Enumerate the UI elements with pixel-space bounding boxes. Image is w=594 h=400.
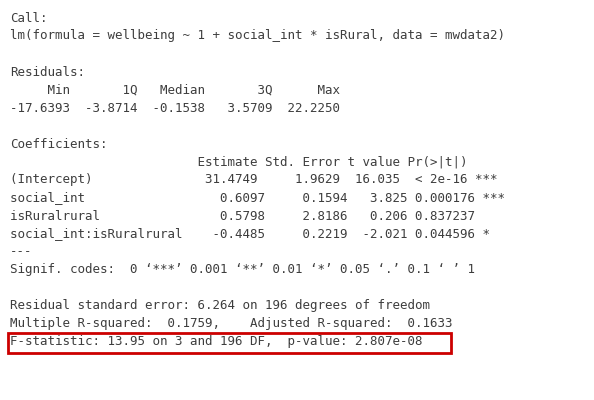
Text: (Intercept)               31.4749     1.9629  16.035  < 2e-16 ***: (Intercept) 31.4749 1.9629 16.035 < 2e-1… xyxy=(10,174,498,186)
Text: Signif. codes:  0 ‘***’ 0.001 ‘**’ 0.01 ‘*’ 0.05 ‘.’ 0.1 ‘ ’ 1: Signif. codes: 0 ‘***’ 0.001 ‘**’ 0.01 ‘… xyxy=(10,264,475,276)
Text: social_int:isRuralrural    -0.4485     0.2219  -2.021 0.044596 *: social_int:isRuralrural -0.4485 0.2219 -… xyxy=(10,228,505,240)
Text: ---: --- xyxy=(10,246,33,258)
Text: Residuals:: Residuals: xyxy=(10,66,85,78)
Text: -17.6393  -3.8714  -0.1538   3.5709  22.2250: -17.6393 -3.8714 -0.1538 3.5709 22.2250 xyxy=(10,102,340,114)
Text: Coefficients:: Coefficients: xyxy=(10,138,108,150)
Text: Estimate Std. Error t value Pr(>|t|): Estimate Std. Error t value Pr(>|t|) xyxy=(10,156,498,168)
Text: Call:: Call: xyxy=(10,12,48,24)
Text: F-statistic: 13.95 on 3 and 196 DF,  p-value: 2.807e-08: F-statistic: 13.95 on 3 and 196 DF, p-va… xyxy=(10,336,422,348)
Text: isRuralrural                0.5798     2.8186   0.206 0.837237: isRuralrural 0.5798 2.8186 0.206 0.83723… xyxy=(10,210,505,222)
Bar xyxy=(8,333,450,353)
Text: Min       1Q   Median       3Q      Max: Min 1Q Median 3Q Max xyxy=(10,84,340,96)
Text: Multiple R-squared:  0.1759,    Adjusted R-squared:  0.1633: Multiple R-squared: 0.1759, Adjusted R-s… xyxy=(10,318,453,330)
Text: Residual standard error: 6.264 on 196 degrees of freedom: Residual standard error: 6.264 on 196 de… xyxy=(10,300,430,312)
Text: social_int                  0.6097     0.1594   3.825 0.000176 ***: social_int 0.6097 0.1594 3.825 0.000176 … xyxy=(10,192,505,204)
Text: lm(formula = wellbeing ~ 1 + social_int * isRural, data = mwdata2): lm(formula = wellbeing ~ 1 + social_int … xyxy=(10,30,505,42)
